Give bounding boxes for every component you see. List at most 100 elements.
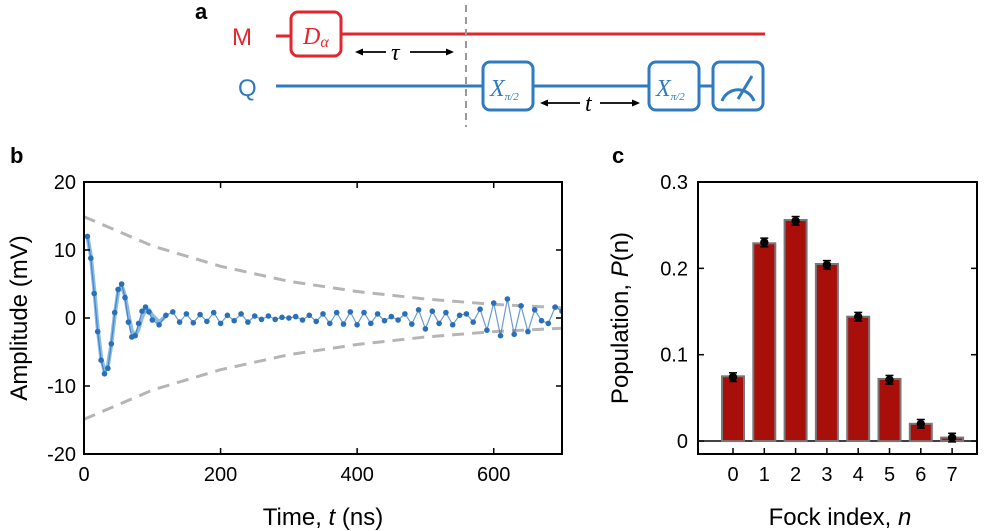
data-point bbox=[146, 309, 152, 315]
data-point bbox=[265, 313, 272, 319]
data-point bbox=[115, 286, 121, 293]
data-point bbox=[258, 316, 265, 323]
data-point bbox=[347, 309, 354, 315]
data-point bbox=[132, 332, 138, 339]
bar bbox=[814, 263, 839, 442]
data-point bbox=[822, 260, 832, 270]
x-tick-label: 5 bbox=[884, 464, 895, 486]
data-point bbox=[728, 372, 738, 382]
panel-c-xlabel: Fock index, n bbox=[769, 504, 912, 531]
data-point bbox=[429, 308, 436, 315]
data-point bbox=[149, 317, 156, 323]
data-point bbox=[88, 255, 94, 261]
panel-a-letter: a bbox=[195, 0, 208, 24]
data-point bbox=[231, 317, 237, 324]
data-point bbox=[204, 318, 210, 325]
bar bbox=[877, 377, 902, 443]
qubit-label: Q bbox=[238, 75, 257, 102]
data-point bbox=[299, 317, 306, 323]
data-point bbox=[292, 313, 299, 320]
data-point bbox=[210, 309, 217, 316]
data-point bbox=[368, 320, 374, 327]
pulse2-gate-label: Xπ/2 bbox=[655, 76, 685, 103]
y-tick-label: 20 bbox=[54, 172, 76, 194]
data-point bbox=[470, 319, 477, 325]
data-point bbox=[409, 321, 415, 327]
pulse1-gate-label: Xπ/2 bbox=[489, 76, 519, 103]
data-point bbox=[333, 309, 340, 316]
panel-c: c 0 1 2 3 4 5 6 700.10.20.3 Fock index, n Popul… bbox=[607, 143, 978, 531]
data-point bbox=[354, 322, 360, 328]
displacement-gate-label: Dα bbox=[302, 24, 329, 51]
data-point bbox=[183, 311, 190, 317]
envelope-group bbox=[84, 215, 562, 421]
x-tick-label: 0 bbox=[78, 464, 89, 486]
data-point bbox=[463, 311, 470, 317]
panel-c-frame bbox=[697, 181, 978, 455]
data-point bbox=[251, 313, 258, 319]
data-point bbox=[490, 300, 497, 306]
data-point bbox=[456, 312, 463, 319]
data-point bbox=[279, 314, 285, 321]
data-point bbox=[525, 328, 531, 335]
data-point bbox=[91, 290, 97, 297]
data-point bbox=[190, 320, 197, 326]
data-point bbox=[286, 315, 292, 321]
x-tick-label: 1 bbox=[759, 464, 770, 486]
bar bbox=[752, 242, 777, 442]
data-point bbox=[313, 318, 320, 325]
y-tick-label: 0 bbox=[677, 431, 688, 453]
data-point bbox=[170, 309, 176, 315]
data-point bbox=[531, 307, 538, 313]
lower-envelope-line bbox=[84, 326, 562, 421]
data-point bbox=[176, 319, 183, 325]
data-point bbox=[518, 303, 524, 309]
x-tick-label: 7 bbox=[947, 464, 958, 486]
measure-gate bbox=[711, 60, 765, 112]
x-tick-label: 600 bbox=[477, 464, 510, 486]
data-point bbox=[94, 328, 101, 335]
y-tick-label: 0.2 bbox=[660, 258, 688, 280]
data-point bbox=[415, 307, 422, 313]
data-point bbox=[484, 327, 490, 334]
data-point bbox=[381, 317, 388, 324]
data-point bbox=[306, 312, 313, 319]
data-point bbox=[139, 308, 145, 315]
data-point bbox=[84, 233, 91, 240]
y-tick-label: 0.3 bbox=[660, 172, 688, 194]
data-point bbox=[340, 321, 347, 327]
data-point bbox=[142, 304, 149, 310]
data-point bbox=[388, 313, 395, 320]
data-point bbox=[374, 311, 381, 317]
data-connector-line bbox=[86, 236, 562, 376]
bar bbox=[783, 219, 808, 443]
data-point bbox=[395, 317, 401, 323]
data-point bbox=[217, 320, 224, 327]
data-point bbox=[545, 320, 552, 327]
data-point bbox=[422, 326, 429, 332]
errorbars-group bbox=[728, 215, 957, 443]
panel-b-letter: b bbox=[10, 143, 23, 168]
panel-b-ylabel: Amplitude (mV) bbox=[6, 235, 33, 400]
data-point bbox=[125, 319, 132, 325]
x-tick-label: 0 bbox=[727, 464, 738, 486]
y-tick-label: 0 bbox=[65, 308, 76, 330]
data-point bbox=[361, 309, 367, 316]
data-point bbox=[511, 331, 517, 338]
tau-delay-arrow: τ bbox=[355, 40, 454, 66]
x-tick-label: 6 bbox=[915, 464, 926, 486]
y-tick-label: -10 bbox=[47, 376, 76, 398]
data-point bbox=[504, 296, 511, 302]
data-point bbox=[885, 375, 894, 384]
data-point bbox=[98, 357, 104, 364]
data-point bbox=[272, 316, 279, 323]
fit-curve bbox=[85, 236, 168, 373]
bar bbox=[721, 375, 745, 443]
data-point bbox=[327, 320, 333, 327]
data-point bbox=[552, 304, 558, 310]
meter-icon bbox=[720, 75, 756, 102]
y-tick-label: 10 bbox=[54, 240, 76, 262]
x-tick-label: 200 bbox=[204, 464, 237, 486]
data-point bbox=[402, 311, 408, 317]
data-point bbox=[108, 341, 115, 347]
